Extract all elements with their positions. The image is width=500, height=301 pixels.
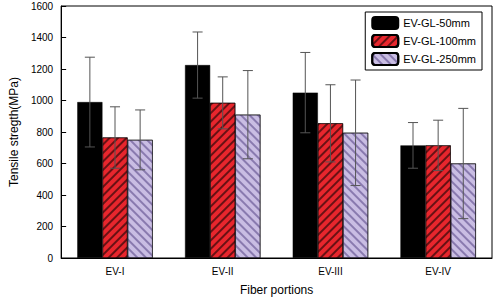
svg-text:EV-IV: EV-IV bbox=[425, 266, 451, 277]
svg-text:EV-GL-250mm: EV-GL-250mm bbox=[403, 53, 476, 65]
svg-text:400: 400 bbox=[36, 190, 53, 201]
svg-text:Tensile stregth(MPa): Tensile stregth(MPa) bbox=[7, 77, 21, 187]
svg-text:0: 0 bbox=[48, 253, 54, 264]
svg-text:600: 600 bbox=[36, 158, 53, 169]
svg-text:200: 200 bbox=[36, 221, 53, 232]
svg-text:800: 800 bbox=[36, 127, 53, 138]
svg-text:EV-I: EV-I bbox=[106, 266, 125, 277]
svg-text:EV-II: EV-II bbox=[212, 266, 234, 277]
svg-text:Fiber portions: Fiber portions bbox=[240, 283, 313, 297]
svg-text:EV-GL-100mm: EV-GL-100mm bbox=[403, 35, 476, 47]
svg-text:EV-III: EV-III bbox=[318, 266, 342, 277]
svg-text:1000: 1000 bbox=[31, 95, 54, 106]
svg-text:1600: 1600 bbox=[31, 1, 54, 12]
svg-text:EV-GL-50mm: EV-GL-50mm bbox=[403, 17, 470, 29]
svg-text:1400: 1400 bbox=[31, 32, 54, 43]
svg-text:1200: 1200 bbox=[31, 64, 54, 75]
